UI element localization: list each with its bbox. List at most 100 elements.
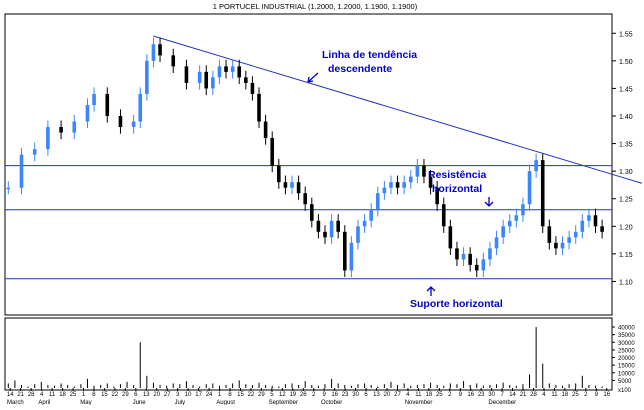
price-body [105,93,110,116]
vol-tick-label: 15000 [618,364,635,370]
price-body [408,176,413,183]
price-body [448,226,453,249]
price-body [138,93,143,122]
x-tick-label: 11 [415,392,422,398]
trend-arrow [307,72,319,83]
month-label: June [133,400,147,405]
y-tick-label: 1.35 [619,142,633,149]
annotation-trend-2: descendente [328,63,392,75]
x-tick-label: 7 [500,392,504,398]
x-tick-label: 10 [185,392,192,398]
month-label: July [174,400,185,405]
x-tick-label: 23 [478,392,485,398]
x-tick-label: 28 [28,392,35,398]
x-tick-label: 18 [562,392,569,398]
price-body [290,182,294,188]
x-tick-label: 21 [17,392,24,398]
price-body [204,71,209,89]
price-body [501,226,505,238]
price-body [441,204,446,227]
price-body [494,237,499,249]
x-tick-label: 14 [509,392,516,398]
x-tick-label: 28 [530,392,537,398]
price-body [59,127,63,133]
price-body [514,215,519,221]
vol-unit: x100 [618,388,632,394]
price-body [600,226,604,232]
x-tick-label: 1 [218,392,222,398]
x-tick-label: 19 [289,392,296,398]
month-label: December [488,400,516,405]
price-frame [4,13,613,316]
price-body [507,220,512,227]
price-body [237,66,242,78]
price-body [435,187,439,205]
price-body [375,193,380,210]
price-body [32,149,37,155]
price-body [92,93,96,105]
vol-tick-label: 20000 [618,356,635,362]
price-body [250,82,255,94]
price-body [481,259,486,271]
x-tick-label: 9 [323,392,327,398]
x-tick-label: 25 [436,392,443,398]
x-tick-label: 23 [342,392,349,398]
x-tick-label: 11 [551,392,558,398]
price-body [329,220,334,238]
price-body [567,237,571,243]
vol-tick-label: 35000 [618,333,635,339]
x-tick-label: 5 [270,392,274,398]
price-body [540,160,545,227]
price-body [402,182,406,188]
price-body [230,66,235,72]
price-body [158,44,162,56]
price-body [455,248,459,260]
price-body [389,182,393,188]
price-body [382,187,387,194]
vol-tick-label: 5000 [618,379,632,385]
x-tick-label: 24 [206,392,213,398]
volume-frame [4,317,613,391]
annotation-trend-1: Linha de tendência [322,49,417,61]
x-tick-label: 26 [300,392,307,398]
month-label: May [80,400,91,405]
x-tick-label: 29 [258,392,265,398]
price-body [349,242,354,271]
x-tick-label: 4 [40,392,44,398]
month-label: September [269,400,298,405]
x-tick-label: 16 [467,392,474,398]
month-label: October [321,400,342,405]
x-tick-label: 13 [373,392,380,398]
price-body [415,165,420,177]
x-tick-label: 12 [279,392,286,398]
price-body [131,121,136,128]
y-tick-label: 1.20 [619,224,633,231]
x-tick-label: 6 [134,392,138,398]
x-tick-label: 25 [70,392,77,398]
x-tick-label: 22 [112,392,119,398]
x-tick-label: 4 [406,392,410,398]
annotation-sup: Suporte horizontal [410,298,503,310]
price-body [263,121,268,139]
x-tick-label: 21 [520,392,527,398]
vol-tick-label: 10000 [618,371,635,377]
x-tick-label: 3 [176,392,180,398]
price-body [534,160,538,172]
x-tick-label: 9 [595,392,599,398]
y-tick-label: 1.30 [619,169,633,176]
x-tick-label: 14 [7,392,14,398]
price-body [46,127,50,150]
price-body [296,182,301,194]
price-body [593,215,598,227]
x-tick-label: 8 [92,392,96,398]
y-tick-label: 1.10 [619,279,633,286]
x-tick-label: 25 [572,392,579,398]
x-tick-label: 18 [59,392,66,398]
y-tick-label: 1.50 [619,59,633,66]
y-tick-label: 1.15 [619,252,633,259]
x-tick-label: 20 [153,392,160,398]
price-body [270,138,275,166]
price-body [488,248,492,260]
